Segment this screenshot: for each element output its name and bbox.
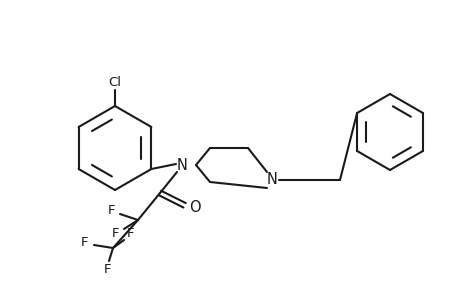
Text: F: F	[104, 263, 112, 277]
Text: Cl: Cl	[108, 76, 121, 88]
Text: F: F	[127, 227, 134, 241]
Text: N: N	[266, 172, 277, 188]
Text: O: O	[189, 200, 201, 215]
Text: N: N	[176, 158, 187, 172]
Text: F: F	[108, 203, 116, 217]
Text: F: F	[112, 227, 119, 241]
Text: F: F	[81, 236, 89, 250]
